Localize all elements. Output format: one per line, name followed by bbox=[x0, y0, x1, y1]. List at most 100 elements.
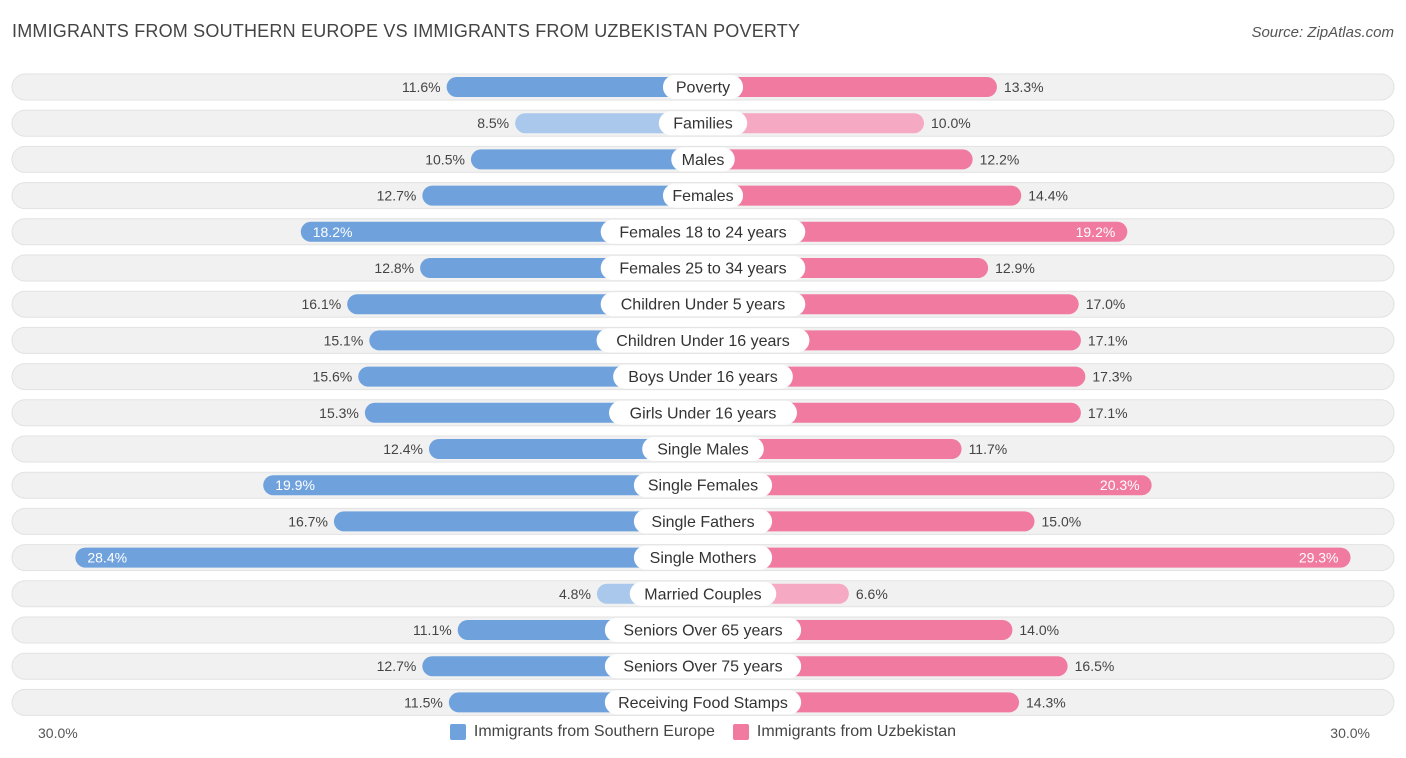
chart-title: IMMIGRANTS FROM SOUTHERN EUROPE VS IMMIG… bbox=[12, 21, 801, 41]
chart-row: 10.5% 12.2% Males bbox=[11, 145, 1395, 173]
bar-southern-europe bbox=[470, 149, 703, 170]
bar-uzbekistan bbox=[703, 439, 962, 459]
category-label: Seniors Over 65 years bbox=[623, 623, 782, 640]
axis-label-right: 30.0% bbox=[1330, 725, 1370, 741]
bar-southern-europe bbox=[263, 475, 703, 496]
bar-uzbekistan bbox=[703, 113, 924, 134]
category-label: Poverty bbox=[676, 80, 730, 97]
value-label-uzbekistan: 10.0% bbox=[931, 115, 971, 131]
category-label-background bbox=[596, 328, 810, 353]
bar-southern-europe bbox=[422, 185, 703, 206]
category-label-background bbox=[604, 618, 802, 642]
chart-row: 8.5% 10.0% Families bbox=[11, 109, 1395, 137]
value-label-uzbekistan: 12.2% bbox=[980, 151, 1020, 167]
value-label-southern-europe: 18.2% bbox=[313, 224, 353, 240]
bar-uzbekistan bbox=[703, 402, 1081, 423]
bar-uzbekistan bbox=[703, 149, 973, 170]
legend-label-uzbekistan: Immigrants from Uzbekistan bbox=[756, 723, 957, 740]
axis-label-left: 30.0% bbox=[38, 725, 78, 741]
category-label: Married Couples bbox=[644, 586, 761, 603]
chart-row: 12.7% 14.4% Females bbox=[11, 182, 1395, 210]
value-label-uzbekistan: 19.2% bbox=[1076, 224, 1116, 240]
category-label-background bbox=[662, 183, 744, 208]
chart-row: 15.6% 17.3% Boys Under 16 years bbox=[11, 363, 1395, 391]
category-label: Families bbox=[673, 116, 733, 133]
bar-uzbekistan bbox=[703, 511, 1035, 532]
chart-row: 18.2% 19.2% Females 18 to 24 years bbox=[11, 218, 1395, 246]
legend-label-southern-europe: Immigrants from Southern Europe bbox=[473, 723, 715, 740]
value-label-southern-europe: 12.4% bbox=[383, 441, 423, 457]
category-label-background bbox=[633, 509, 773, 534]
category-label: Single Mothers bbox=[650, 550, 757, 567]
value-label-uzbekistan: 14.0% bbox=[1019, 622, 1059, 638]
category-label-background bbox=[633, 545, 773, 570]
legend-swatch-uzbekistan bbox=[732, 724, 749, 740]
value-label-uzbekistan: 14.4% bbox=[1028, 188, 1068, 204]
chart-row: 15.1% 17.1% Children Under 16 years bbox=[11, 326, 1395, 354]
category-label: Boys Under 16 years bbox=[628, 369, 777, 386]
category-label: Receiving Food Stamps bbox=[618, 695, 788, 712]
category-label-background bbox=[629, 581, 777, 606]
legend-item-uzbekistan[interactable]: Immigrants from Uzbekistan bbox=[732, 723, 957, 741]
chart-row: 12.8% 12.9% Females 25 to 34 years bbox=[11, 254, 1395, 282]
category-label-background bbox=[633, 473, 773, 498]
value-label-uzbekistan: 17.3% bbox=[1092, 369, 1132, 385]
chart-row: 16.1% 17.0% Children Under 5 years bbox=[11, 290, 1395, 318]
value-label-southern-europe: 11.1% bbox=[413, 622, 452, 638]
value-label-southern-europe: 15.3% bbox=[319, 405, 359, 421]
category-label: Females bbox=[672, 188, 733, 205]
value-label-uzbekistan: 13.3% bbox=[1004, 79, 1044, 95]
value-label-uzbekistan: 11.7% bbox=[969, 441, 1008, 457]
category-label-background bbox=[662, 75, 744, 99]
bar-uzbekistan bbox=[703, 475, 1152, 496]
chart-row: 11.5% 14.3% Receiving Food Stamps bbox=[11, 688, 1395, 716]
bar-southern-europe bbox=[515, 113, 703, 134]
value-label-southern-europe: 28.4% bbox=[87, 550, 127, 566]
legend-item-southern-europe[interactable]: Immigrants from Southern Europe bbox=[449, 723, 715, 741]
chart-row: 15.3% 17.1% Girls Under 16 years bbox=[11, 399, 1395, 427]
chart-row: 4.8% 6.6% Married Couples bbox=[11, 580, 1395, 608]
chart-row: 11.1% 14.0% Seniors Over 65 years bbox=[11, 616, 1395, 644]
bar-southern-europe bbox=[333, 511, 703, 532]
value-label-southern-europe: 4.8% bbox=[559, 586, 591, 602]
value-label-uzbekistan: 12.9% bbox=[995, 260, 1035, 276]
category-label: Females 18 to 24 years bbox=[619, 224, 786, 241]
category-label-background bbox=[600, 256, 806, 280]
value-label-uzbekistan: 16.5% bbox=[1075, 658, 1115, 674]
chart-row: 12.4% 11.7% Single Males bbox=[11, 435, 1395, 463]
value-label-uzbekistan: 17.1% bbox=[1088, 405, 1128, 421]
value-label-southern-europe: 10.5% bbox=[425, 151, 465, 167]
bar-southern-europe bbox=[446, 77, 703, 97]
value-label-southern-europe: 11.5% bbox=[404, 694, 443, 710]
value-label-southern-europe: 16.1% bbox=[301, 296, 341, 312]
chart-header: IMMIGRANTS FROM SOUTHERN EUROPE VS IMMIG… bbox=[0, 0, 1406, 60]
value-label-uzbekistan: 17.1% bbox=[1088, 332, 1128, 348]
category-label-background bbox=[658, 111, 748, 136]
category-label: Single Males bbox=[657, 442, 749, 459]
bar-uzbekistan bbox=[703, 366, 1086, 387]
bar-uzbekistan bbox=[703, 77, 997, 97]
chart-source: Source: ZipAtlas.com bbox=[1251, 24, 1394, 41]
bar-uzbekistan bbox=[703, 185, 1022, 206]
bar-southern-europe bbox=[75, 547, 704, 568]
category-label-background bbox=[600, 292, 806, 317]
category-label: Males bbox=[682, 152, 725, 169]
category-label-background bbox=[609, 400, 797, 425]
chart-row: 11.6% 13.3% Poverty bbox=[11, 73, 1395, 101]
value-label-uzbekistan: 20.3% bbox=[1100, 477, 1140, 493]
category-label-background bbox=[604, 654, 802, 679]
value-label-southern-europe: 12.8% bbox=[374, 260, 414, 276]
category-label: Girls Under 16 years bbox=[630, 405, 777, 422]
chart-row: 16.7% 15.0% Single Fathers bbox=[11, 507, 1395, 535]
value-label-uzbekistan: 15.0% bbox=[1042, 513, 1082, 529]
category-label-background bbox=[604, 690, 802, 715]
category-label-background bbox=[600, 219, 806, 244]
category-label: Single Females bbox=[648, 478, 758, 495]
value-label-southern-europe: 15.1% bbox=[324, 332, 364, 348]
category-label-background bbox=[613, 364, 793, 389]
category-label-background bbox=[671, 147, 735, 172]
value-label-southern-europe: 12.7% bbox=[377, 188, 417, 204]
category-label: Females 25 to 34 years bbox=[619, 261, 786, 278]
category-label: Children Under 5 years bbox=[621, 297, 786, 314]
